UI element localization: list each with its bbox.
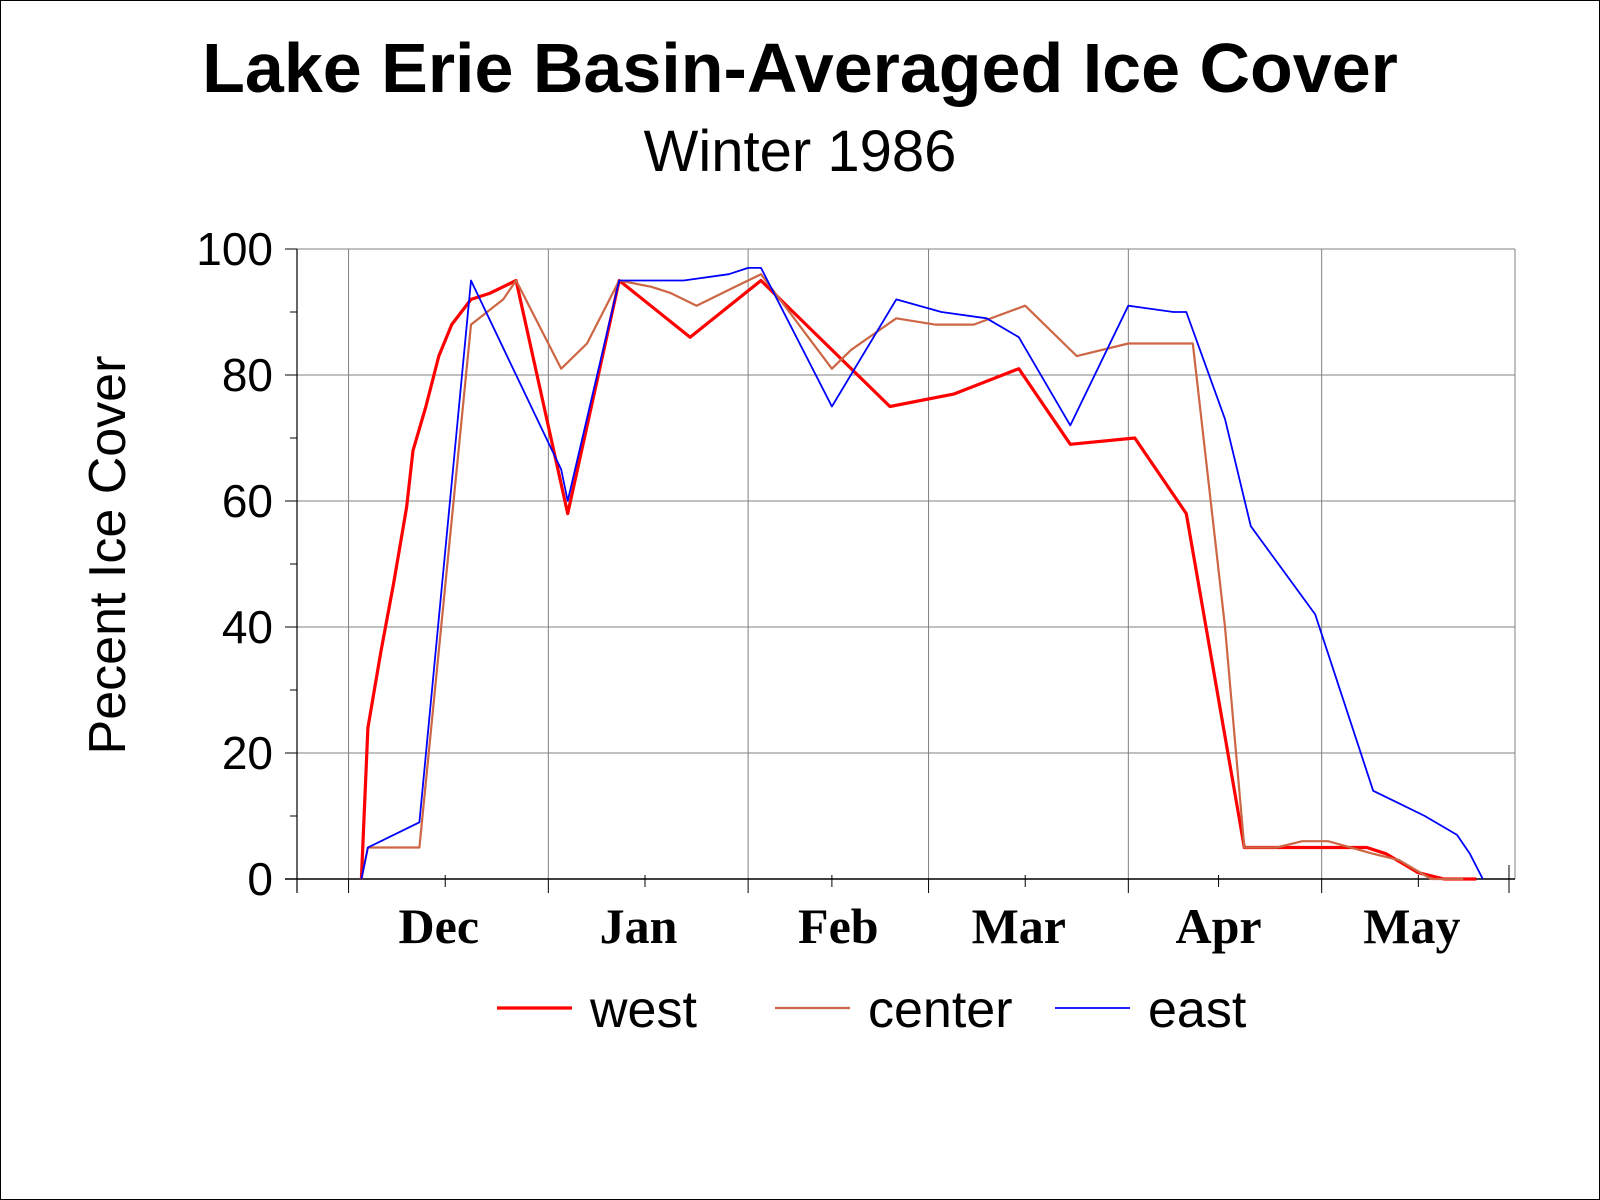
tick-labels: 0 20 40 60 80 100 Dec Jan Feb Mar Apr May (196, 223, 1460, 954)
legend: west center east (497, 981, 1247, 1039)
x-tick-label: May (1363, 898, 1460, 954)
y-tick-label: 20 (222, 727, 273, 779)
grid (297, 248, 1515, 879)
chart-title: Lake Erie Basin-Averaged Ice Cover (202, 29, 1398, 107)
series-lines (359, 266, 1484, 881)
x-tick-label: Jan (600, 898, 678, 954)
x-tick-label: Apr (1176, 898, 1262, 954)
series-line-east (360, 266, 1484, 880)
legend-label-west: west (589, 981, 697, 1039)
y-tick-label: 100 (196, 223, 273, 275)
y-tick-label: 40 (222, 601, 273, 653)
x-tick-label: Feb (798, 898, 879, 954)
legend-label-east: east (1148, 981, 1247, 1039)
series-line-west (359, 278, 1477, 881)
y-tick-label: 80 (222, 349, 273, 401)
x-tick-label: Dec (399, 898, 480, 954)
series-line-center (360, 273, 1464, 881)
y-tick-label: 60 (222, 475, 273, 527)
y-axis-label: Pecent Ice Cover (79, 356, 137, 755)
legend-label-center: center (868, 981, 1013, 1039)
x-tick-label: Mar (972, 898, 1066, 954)
y-tick-label: 0 (247, 853, 273, 905)
axes (285, 248, 1516, 893)
chart-subtitle: Winter 1986 (643, 119, 957, 184)
